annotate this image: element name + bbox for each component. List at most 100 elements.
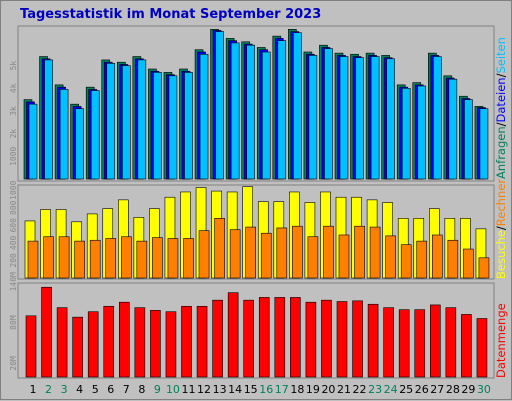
legend-panel2: Besuche/Rechner	[494, 179, 508, 279]
bar-datenmenge-day-14	[227, 292, 239, 378]
bar-datenmenge-day-15	[243, 299, 254, 378]
y-tick-panel1-2: 2k	[9, 129, 18, 139]
day-label-15: 15	[244, 383, 258, 396]
legend-dateien: Dateien	[494, 77, 508, 122]
y-tick-panel2-3: 600	[9, 218, 18, 233]
legend-seiten: Seiten	[494, 37, 508, 73]
bar-rechner-day-30	[478, 257, 490, 279]
legend-panel1: Anfragen/Dateien/Seiten	[494, 37, 508, 179]
day-label-19: 19	[306, 383, 320, 396]
bar-datenmenge-day-26	[414, 309, 426, 378]
legend-besuche: Besuche	[494, 230, 508, 279]
bar-datenmenge-day-27	[429, 304, 441, 378]
bar-seiten-day-3	[59, 89, 69, 180]
day-label-23: 23	[368, 383, 382, 396]
bar-datenmenge-day-21	[336, 301, 348, 378]
y-tick-panel1-1: 1000	[9, 146, 18, 165]
bar-datenmenge-day-23	[367, 303, 379, 378]
y-tick-panel1-4: 4k	[9, 83, 18, 93]
legend-rechner: Rechner	[494, 179, 508, 227]
day-label-29: 29	[461, 383, 475, 396]
bar-seiten-day-25	[401, 87, 411, 180]
y-tick-panel3-2: 80M	[9, 315, 18, 330]
day-label-4: 4	[76, 383, 83, 396]
day-label-17: 17	[275, 383, 289, 396]
bar-datenmenge-day-19	[305, 301, 317, 378]
bar-seiten-day-24	[386, 58, 395, 180]
bar-datenmenge-day-3	[56, 307, 68, 378]
bar-rechner-day-26	[416, 240, 428, 279]
bar-rechner-day-29	[463, 248, 474, 279]
legend-anfragen: Anfragen	[494, 126, 508, 179]
bar-rechner-day-24	[385, 235, 396, 279]
bar-rechner-day-27	[431, 234, 443, 279]
day-label-21: 21	[337, 383, 351, 396]
day-label-25: 25	[399, 383, 413, 396]
bar-datenmenge-day-16	[258, 297, 270, 378]
bar-seiten-day-20	[324, 48, 333, 180]
y-tick-panel2-4: 800	[9, 200, 18, 215]
bar-rechner-day-4	[74, 240, 85, 279]
bar-rechner-day-22	[354, 225, 365, 279]
bar-rechner-day-7	[121, 236, 132, 279]
bar-seiten-day-23	[370, 56, 380, 180]
bar-rechner-day-11	[183, 238, 194, 279]
bar-rechner-day-15	[245, 226, 256, 279]
bar-datenmenge-day-25	[398, 309, 410, 378]
bar-datenmenge-day-17	[274, 297, 286, 378]
bar-seiten-day-6	[106, 63, 116, 180]
day-labels: 1 2 3 4 5 6 7 8 9 10 11 12 13 14 15 16 17 18 19 20 21 22 23 24 2…	[30, 383, 491, 396]
day-label-5: 5	[92, 383, 99, 396]
y-tick-panel1-5: 5k	[9, 61, 18, 71]
bar-seiten-day-27	[432, 56, 442, 180]
bar-rechner-day-2	[43, 236, 54, 279]
day-label-3: 3	[61, 383, 68, 396]
day-label-6: 6	[107, 383, 114, 396]
bar-rechner-day-9	[152, 237, 163, 279]
day-label-28: 28	[446, 383, 460, 396]
bar-rechner-day-5	[89, 239, 101, 279]
legend-sep-1: /	[494, 122, 508, 126]
legend-datenmenge: Datenmenge	[494, 303, 508, 378]
y-tick-panel2-1: 200	[9, 253, 18, 268]
y-tick-panel2-2: 400	[9, 235, 18, 250]
bar-rechner-day-14	[229, 229, 241, 279]
y-tick-panel2-5: 1000	[9, 180, 18, 199]
bar-rechner-day-12	[198, 230, 210, 279]
bar-seiten-day-8	[137, 59, 147, 180]
bar-datenmenge-day-20	[321, 299, 332, 378]
bar-seiten-day-30	[479, 108, 489, 180]
bar-seiten-day-13	[215, 31, 224, 180]
day-label-30: 30	[477, 383, 491, 396]
bar-seiten-day-28	[448, 78, 458, 180]
bar-datenmenge-day-7	[119, 301, 130, 378]
day-label-22: 22	[353, 383, 367, 396]
bar-datenmenge-day-5	[87, 311, 99, 378]
day-label-7: 7	[123, 383, 130, 396]
bar-rechner-day-10	[167, 238, 179, 279]
bar-rechner-day-23	[369, 226, 381, 279]
bar-rechner-day-17	[276, 227, 288, 279]
day-label-2: 2	[45, 383, 52, 396]
day-label-11: 11	[182, 383, 196, 396]
day-label-9: 9	[154, 383, 161, 396]
day-label-10: 10	[166, 383, 180, 396]
bar-rechner-day-19	[307, 236, 319, 279]
bar-seiten-day-5	[90, 90, 100, 180]
bar-seiten-day-9	[153, 72, 162, 180]
bar-seiten-day-7	[122, 65, 131, 180]
bar-seiten-day-22	[355, 57, 364, 180]
day-label-16: 16	[259, 383, 273, 396]
bar-rechner-day-25	[400, 244, 412, 279]
day-label-14: 14	[228, 383, 242, 396]
bar-seiten-day-18	[293, 32, 302, 180]
legend-panel3: Datenmenge	[494, 303, 508, 378]
bar-rechner-day-3	[58, 236, 70, 279]
bar-datenmenge-day-24	[383, 307, 394, 378]
bar-rechner-day-16	[260, 232, 272, 279]
bar-datenmenge-day-12	[196, 305, 208, 378]
bar-seiten-day-1	[28, 103, 38, 180]
